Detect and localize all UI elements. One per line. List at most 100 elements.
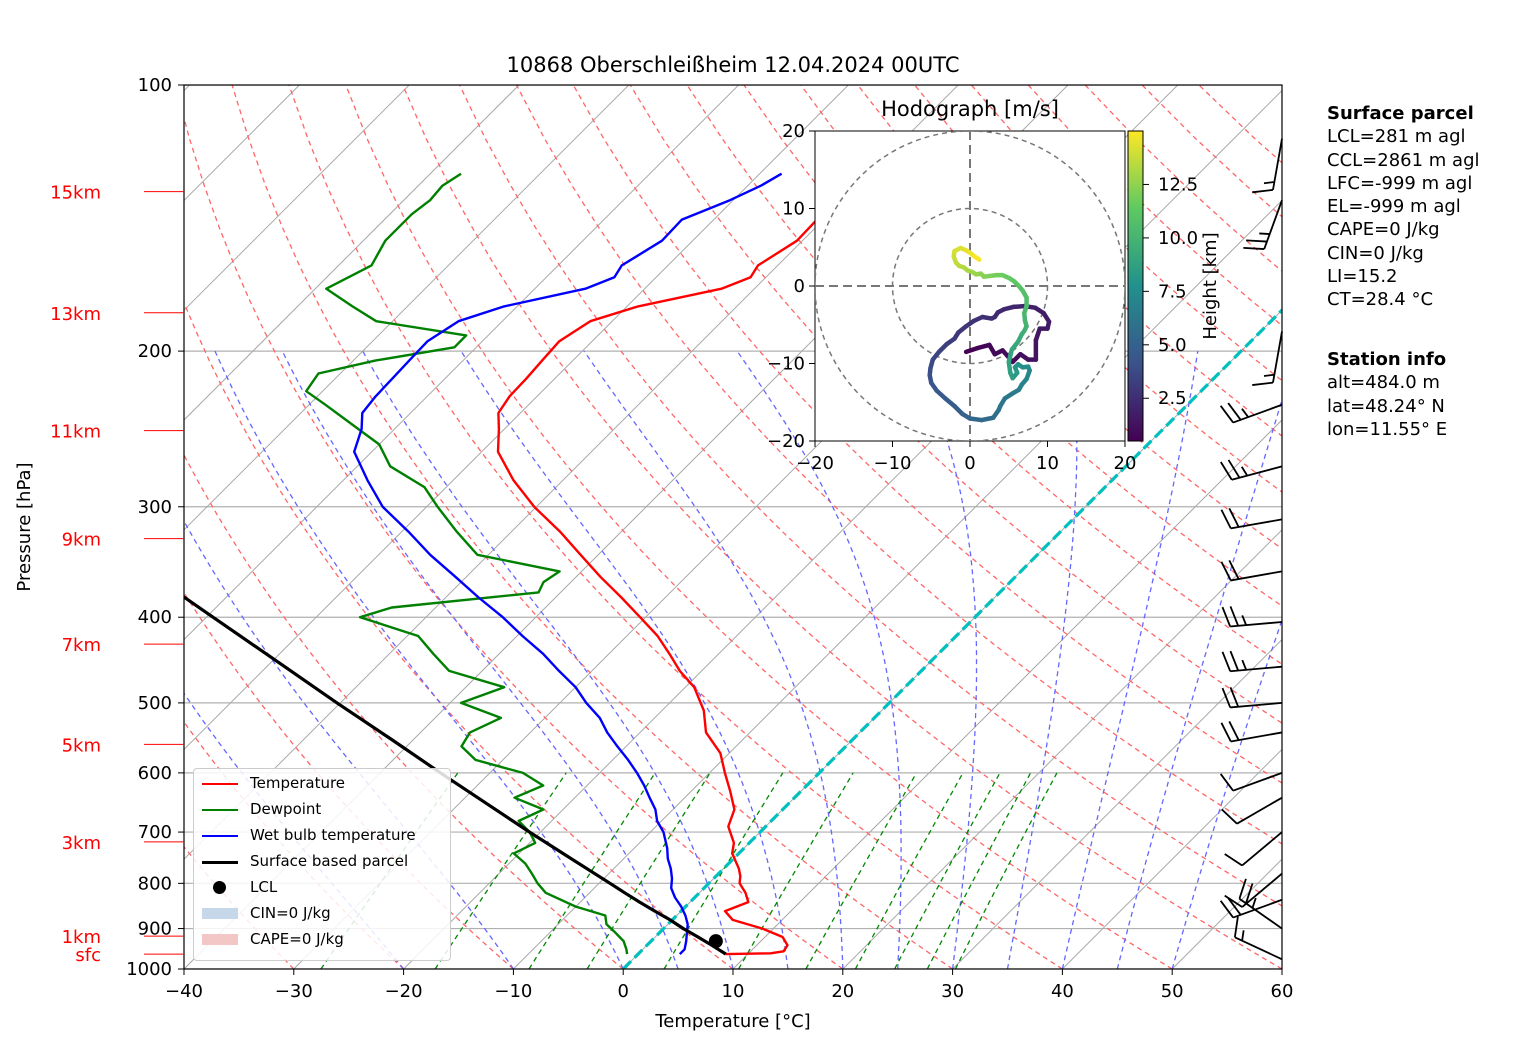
- dry-adiabat-line: [345, 85, 1173, 969]
- legend-label: LCL: [250, 878, 278, 896]
- moist-adiabat-line: [184, 519, 514, 969]
- hodograph-y-tick-label: 20: [782, 121, 805, 142]
- isotherm-line: [1062, 748, 1282, 969]
- wind-barb: [1220, 507, 1283, 530]
- legend-item-cin: CIN=0 J/kg: [194, 901, 450, 927]
- barb-feather: [1224, 853, 1243, 867]
- dry-adiabat-line: [184, 453, 624, 969]
- y-tick-label: 500: [138, 693, 172, 714]
- barb-half-feather: [1259, 232, 1270, 235]
- legend: Temperature Dewpoint Wet bulb temperatur…: [193, 768, 451, 961]
- colorbar-tick-label: 12.5: [1158, 174, 1198, 195]
- x-tick-label: 0: [617, 981, 628, 1002]
- y-tick-label: 600: [138, 763, 172, 784]
- hodograph-segment: [972, 254, 982, 262]
- wetbulb-curve: [353, 172, 783, 955]
- barb-feather: [1221, 651, 1232, 672]
- info-line: LCL=281 m agl: [1327, 126, 1466, 148]
- dry-adiabat-line: [459, 85, 1282, 907]
- legend-swatch: [202, 861, 238, 864]
- barb-staff: [1230, 701, 1283, 709]
- wind-barb: [1221, 686, 1283, 709]
- barb-staff: [1272, 331, 1283, 383]
- hodograph-x-tick-label: 0: [964, 453, 975, 474]
- barb-staff: [1232, 403, 1283, 424]
- wind-barb: [1219, 402, 1283, 424]
- wind-barb: [1252, 331, 1283, 386]
- sounding-curves: [184, 172, 917, 956]
- legend-label: Surface based parcel: [250, 852, 409, 870]
- mixing-ratio-line: [926, 772, 1032, 969]
- mixing-ratio-line: [528, 772, 656, 969]
- hodograph-grid: [815, 131, 1125, 441]
- colorbar-ticks: 2.5 5.0 7.5 10.0 12.5: [1143, 174, 1198, 409]
- colorbar-label: Height [km]: [1200, 232, 1221, 339]
- mixing-ratio-line: [434, 772, 567, 969]
- barb-feather: [1252, 381, 1274, 386]
- moist-adiabat-line: [1116, 397, 1282, 969]
- y-tick-label: 200: [138, 341, 172, 362]
- dry-adiabat-line: [184, 115, 844, 969]
- legend-item-temperature: Temperature: [194, 771, 450, 797]
- height-tick-label: 5km: [62, 735, 101, 756]
- legend-label: Dewpoint: [250, 800, 322, 818]
- legend-item-wetbulb: Wet bulb temperature: [194, 823, 450, 849]
- station-info-heading: Station info: [1327, 349, 1447, 370]
- barb-feather: [1229, 606, 1240, 627]
- barb-feather: [1220, 509, 1232, 529]
- height-tick-label: sfc: [75, 945, 101, 966]
- height-tick-label: 7km: [62, 635, 101, 656]
- x-tick-label: −10: [494, 981, 532, 1002]
- hodograph-title: Hodograph [m/s]: [881, 97, 1059, 121]
- legend-swatch: [202, 835, 238, 837]
- isotherm-line: [184, 85, 849, 751]
- barb-feather: [1228, 721, 1240, 741]
- height-tick-label: 9km: [62, 530, 101, 551]
- legend-item-parcel: Surface based parcel: [194, 849, 450, 875]
- x-tick-label: −30: [275, 981, 313, 1002]
- height-tick-label: 15km: [50, 183, 101, 204]
- hodograph: −20 −10 0 10 20 −20 −10 0 10 20 Hodograph [m/s] 2…: [767, 97, 1221, 474]
- barb-feather: [1227, 459, 1241, 479]
- colorbar-tick-label: 7.5: [1158, 281, 1187, 302]
- barb-feather: [1221, 687, 1232, 708]
- hodograph-y-tick-label: −20: [767, 431, 805, 452]
- mixing-ratio-line: [663, 772, 784, 969]
- wind-barb: [1220, 559, 1283, 582]
- hodograph-ticks: −20 −10 0 10 20 −20 −10 0 10 20: [767, 121, 1136, 474]
- y-axis-ticks: 100 200 300 400 500 600 700 800 900 1000: [126, 75, 184, 980]
- barb-staff: [1263, 199, 1283, 250]
- mixing-ratio-line: [805, 772, 918, 969]
- barb-feather: [1219, 405, 1234, 424]
- lcl-marker: [708, 934, 723, 949]
- moist-adiabat-line: [362, 350, 734, 969]
- mixing-ratio-line: [894, 772, 1001, 969]
- mixing-ratio-line: [586, 772, 711, 969]
- barb-half-feather: [1263, 181, 1275, 185]
- surface-parcel-heading: Surface parcel: [1327, 103, 1474, 124]
- height-tick-label: 3km: [62, 833, 101, 854]
- barb-staff: [1234, 936, 1283, 961]
- info-line: EL=-999 m agl: [1327, 196, 1461, 218]
- mixing-ratio-line: [854, 772, 964, 969]
- y-tick-label: 1000: [126, 959, 172, 980]
- wind-barb: [1221, 796, 1283, 825]
- moist-adiabat-line: [1006, 351, 1078, 969]
- wind-barb: [1220, 459, 1283, 481]
- barb-half-feather: [1241, 408, 1249, 418]
- legend-item-lcl: LCL: [194, 875, 450, 901]
- isotherm-line: [513, 199, 1282, 969]
- legend-swatch: [202, 783, 238, 785]
- info-line: lon=11.55° E: [1327, 418, 1448, 440]
- x-tick-label: −40: [165, 981, 203, 1002]
- wind-barb: [1224, 831, 1283, 867]
- barb-feather: [1228, 507, 1240, 528]
- hodograph-x-tick-label: 10: [1036, 453, 1059, 474]
- barb-staff: [1231, 465, 1283, 481]
- legend-item-cape: CAPE=0 J/kg: [194, 927, 450, 953]
- info-line: alt=484.0 m: [1327, 372, 1440, 394]
- barb-feather: [1228, 559, 1240, 580]
- legend-swatch: [202, 934, 238, 945]
- mixing-ratio-line: [954, 772, 1058, 969]
